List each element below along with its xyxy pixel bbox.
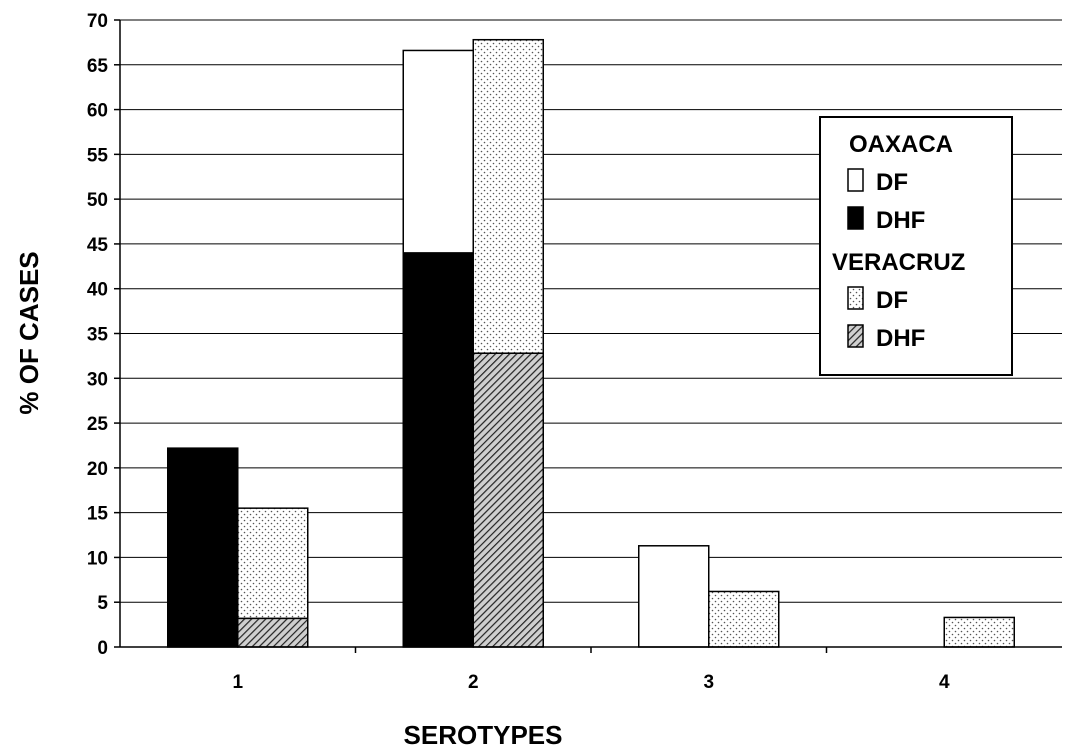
y-tick-label: 15 <box>87 504 109 525</box>
y-tick-label: 65 <box>87 56 109 77</box>
y-tick-label: 10 <box>87 548 108 569</box>
legend-label: DHF <box>876 207 925 234</box>
x-tick-label: 1 <box>232 672 243 693</box>
y-tick-label: 40 <box>87 280 108 301</box>
y-tick-label: 50 <box>87 190 108 211</box>
legend-swatch <box>847 168 864 192</box>
y-tick-label: 5 <box>97 593 108 614</box>
legend: OAXACA DF DHF VERACRUZ DF DHF <box>819 116 1013 376</box>
bar-oaxaca-dhf-1 <box>167 447 239 648</box>
legend-label: DHF <box>876 325 925 352</box>
bar-veracruz-df-3 <box>708 590 780 648</box>
x-tick-label: 3 <box>703 672 714 693</box>
tick-labels: 0 5 10 15 20 25 30 35 40 45 50 55 60 65 70 1 2 3 4 <box>87 11 950 693</box>
y-tick-label: 25 <box>87 414 109 435</box>
gridlines <box>120 19 1062 648</box>
y-tick-label: 35 <box>87 325 109 346</box>
bars <box>167 38 1015 648</box>
y-tick-label: 0 <box>97 638 108 659</box>
legend-swatch <box>847 324 864 348</box>
y-tick-label: 20 <box>87 459 108 480</box>
legend-label: DF <box>876 287 908 314</box>
y-tick-label: 45 <box>87 235 109 256</box>
y-tick-label: 55 <box>87 145 109 166</box>
y-tick-label: 30 <box>87 369 108 390</box>
legend-label: DF <box>876 169 908 196</box>
bar-oaxaca-df-3 <box>638 545 710 648</box>
bar-veracruz-df-4 <box>943 616 1015 648</box>
y-axis-title: % OF CASES <box>14 251 44 414</box>
x-axis-title: SEROTYPES <box>404 720 563 750</box>
legend-group-title: VERACRUZ <box>832 249 965 276</box>
legend-swatch <box>847 286 864 310</box>
legend-group-title: OAXACA <box>849 131 953 158</box>
x-tick-label: 2 <box>468 672 479 693</box>
legend-swatch <box>847 206 864 230</box>
bar-veracruz-dhf-2 <box>472 352 544 648</box>
bar-veracruz-df-2 <box>472 38 544 354</box>
bar-oaxaca-dhf-2 <box>402 252 474 648</box>
bar-oaxaca-df-2 <box>402 49 474 254</box>
y-tick-label: 70 <box>87 11 108 32</box>
bar-veracruz-dhf-1 <box>237 617 309 648</box>
bar-veracruz-df-1 <box>237 507 309 620</box>
x-tick-label: 4 <box>939 672 950 693</box>
y-tick-label: 60 <box>87 101 108 122</box>
